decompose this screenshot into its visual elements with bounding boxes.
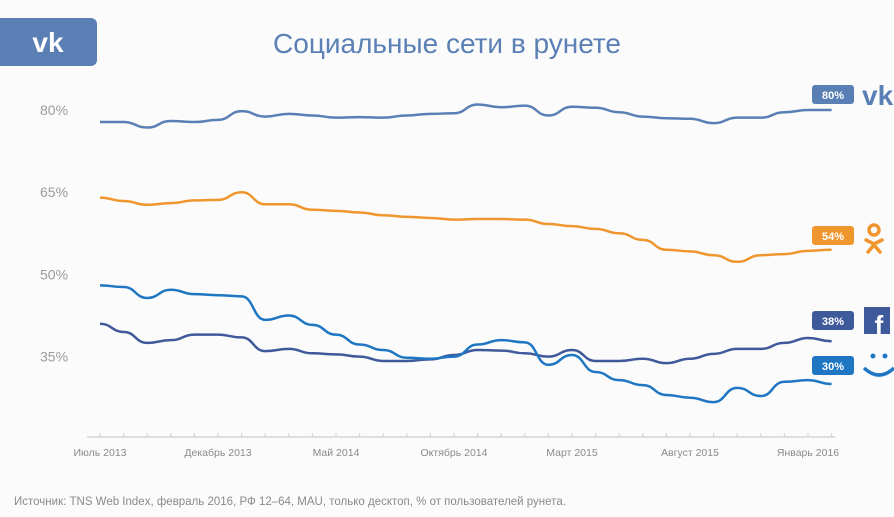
- y-tick-label: 80%: [40, 102, 68, 118]
- svg-text:f: f: [875, 310, 884, 340]
- x-tick-label: Август 2015: [661, 447, 719, 459]
- odnoklassniki-icon: [864, 223, 884, 254]
- end-value-badge: [812, 226, 854, 245]
- end-value-badge: [812, 85, 854, 104]
- series-line-odnoklassniki: [99, 190, 832, 264]
- chart-title: Социальные сети в рунете: [273, 28, 621, 59]
- series-line-facebook: [99, 322, 832, 365]
- end-value-badge: [812, 311, 854, 330]
- end-value-label: 80%: [822, 90, 844, 102]
- x-tick-label: Декабрь 2013: [184, 447, 251, 459]
- series-line-vk: [100, 103, 832, 129]
- series-line-moimir-smile: [99, 284, 832, 404]
- end-value-label: 54%: [822, 231, 844, 243]
- end-value-badge: [812, 356, 854, 375]
- vk-logo: vk: [0, 18, 97, 66]
- moimir-smile-icon: [862, 353, 894, 377]
- source-note: Источник: TNS Web Index, февраль 2016, Р…: [14, 496, 566, 508]
- x-tick-label: Январь 2016: [777, 447, 839, 459]
- end-value-label: 38%: [822, 316, 844, 328]
- facebook-icon: f: [864, 307, 890, 340]
- y-tick-label: 35%: [40, 349, 68, 365]
- end-value-label: 30%: [822, 361, 844, 373]
- svg-text:vk: vk: [32, 27, 64, 58]
- x-tick-label: Июль 2013: [73, 447, 126, 459]
- y-tick-label: 50%: [40, 266, 68, 282]
- x-tick-label: Март 2015: [546, 447, 598, 459]
- y-tick-label: 65%: [40, 184, 68, 200]
- x-tick-label: Октябрь 2014: [421, 447, 488, 459]
- vk-icon: vk: [862, 80, 894, 111]
- vk-logo-icon: vk: [32, 27, 64, 58]
- x-tick-label: Май 2014: [313, 447, 360, 459]
- svg-text:vk: vk: [862, 80, 894, 111]
